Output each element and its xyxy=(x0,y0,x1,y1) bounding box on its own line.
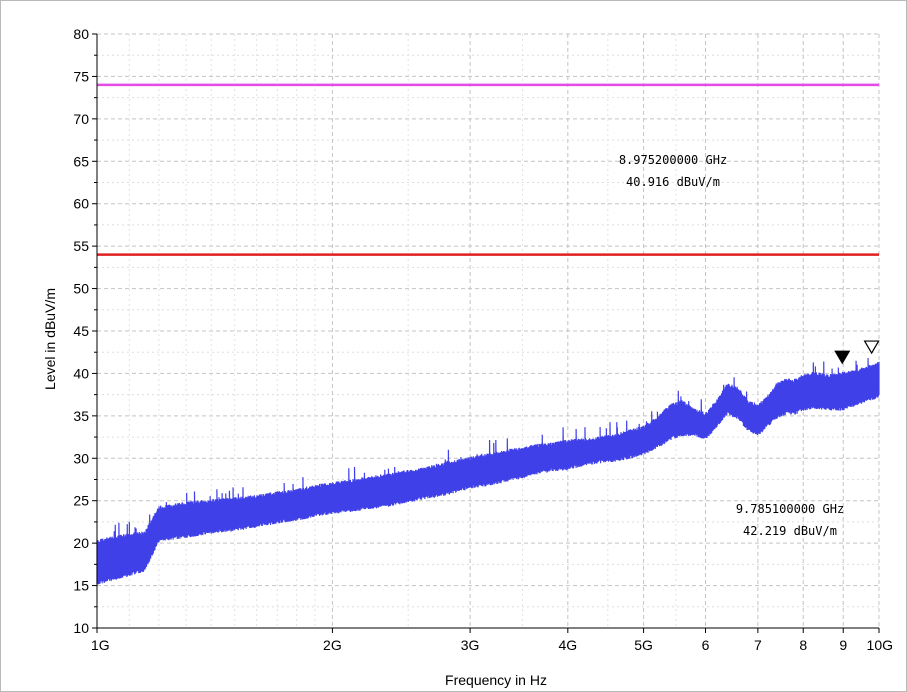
x-tick-label: 7 xyxy=(754,637,762,653)
markers: 8.975200000 GHz 40.916 dBuV/m 9.785100000 … xyxy=(619,153,880,538)
y-tick-label: 30 xyxy=(73,450,89,466)
x-axis-title: Frequency in Hz xyxy=(445,672,547,688)
marker-filled-triangle xyxy=(834,350,851,365)
x-tick-labels: 1G 2G 3G 4G 5G 6 7 8 9 10G xyxy=(91,637,893,653)
y-tick-label: 60 xyxy=(73,196,89,212)
marker-level-readout: 40.916 dBuV/m xyxy=(626,175,720,189)
x-tick-label: 9 xyxy=(839,637,847,653)
measurement-trace xyxy=(96,357,880,585)
y-tick-label: 75 xyxy=(73,68,89,84)
axes xyxy=(92,33,880,633)
y-tick-label: 25 xyxy=(73,493,89,509)
marker-open-triangle xyxy=(863,340,880,355)
x-tick-label: 6 xyxy=(702,637,710,653)
y-tick-label: 15 xyxy=(73,578,89,594)
marker-frequency-readout: 8.975200000 GHz xyxy=(619,153,727,167)
y-tick-label: 50 xyxy=(73,281,89,297)
marker-level-readout: 42.219 dBuV/m xyxy=(743,524,837,538)
y-tick-label: 10 xyxy=(73,620,89,636)
trace-line xyxy=(96,357,880,585)
x-tick-label: 2G xyxy=(323,637,342,653)
y-tick-label: 45 xyxy=(73,323,89,339)
y-tick-label: 70 xyxy=(73,111,89,127)
marker-frequency-readout: 9.785100000 GHz xyxy=(736,502,844,516)
y-tick-label: 40 xyxy=(73,365,89,381)
x-tick-label: 5G xyxy=(634,637,653,653)
x-tick-label: 3G xyxy=(461,637,480,653)
y-tick-labels: 10 15 20 25 30 35 40 45 50 55 60 65 70 75 80 xyxy=(73,26,89,636)
y-tick-label: 20 xyxy=(73,535,89,551)
x-tick-label: 10G xyxy=(867,637,893,653)
y-axis-title: Level in dBuV/m xyxy=(42,288,58,390)
y-tick-label: 65 xyxy=(73,153,89,169)
y-tick-label: 35 xyxy=(73,408,89,424)
grid-lines xyxy=(96,33,880,629)
limit-lines xyxy=(97,83,879,256)
x-tick-label: 1G xyxy=(91,637,110,653)
x-tick-label: 4G xyxy=(558,637,577,653)
y-tick-label: 55 xyxy=(73,238,89,254)
x-tick-label: 8 xyxy=(799,637,807,653)
y-tick-label: 80 xyxy=(73,26,89,42)
